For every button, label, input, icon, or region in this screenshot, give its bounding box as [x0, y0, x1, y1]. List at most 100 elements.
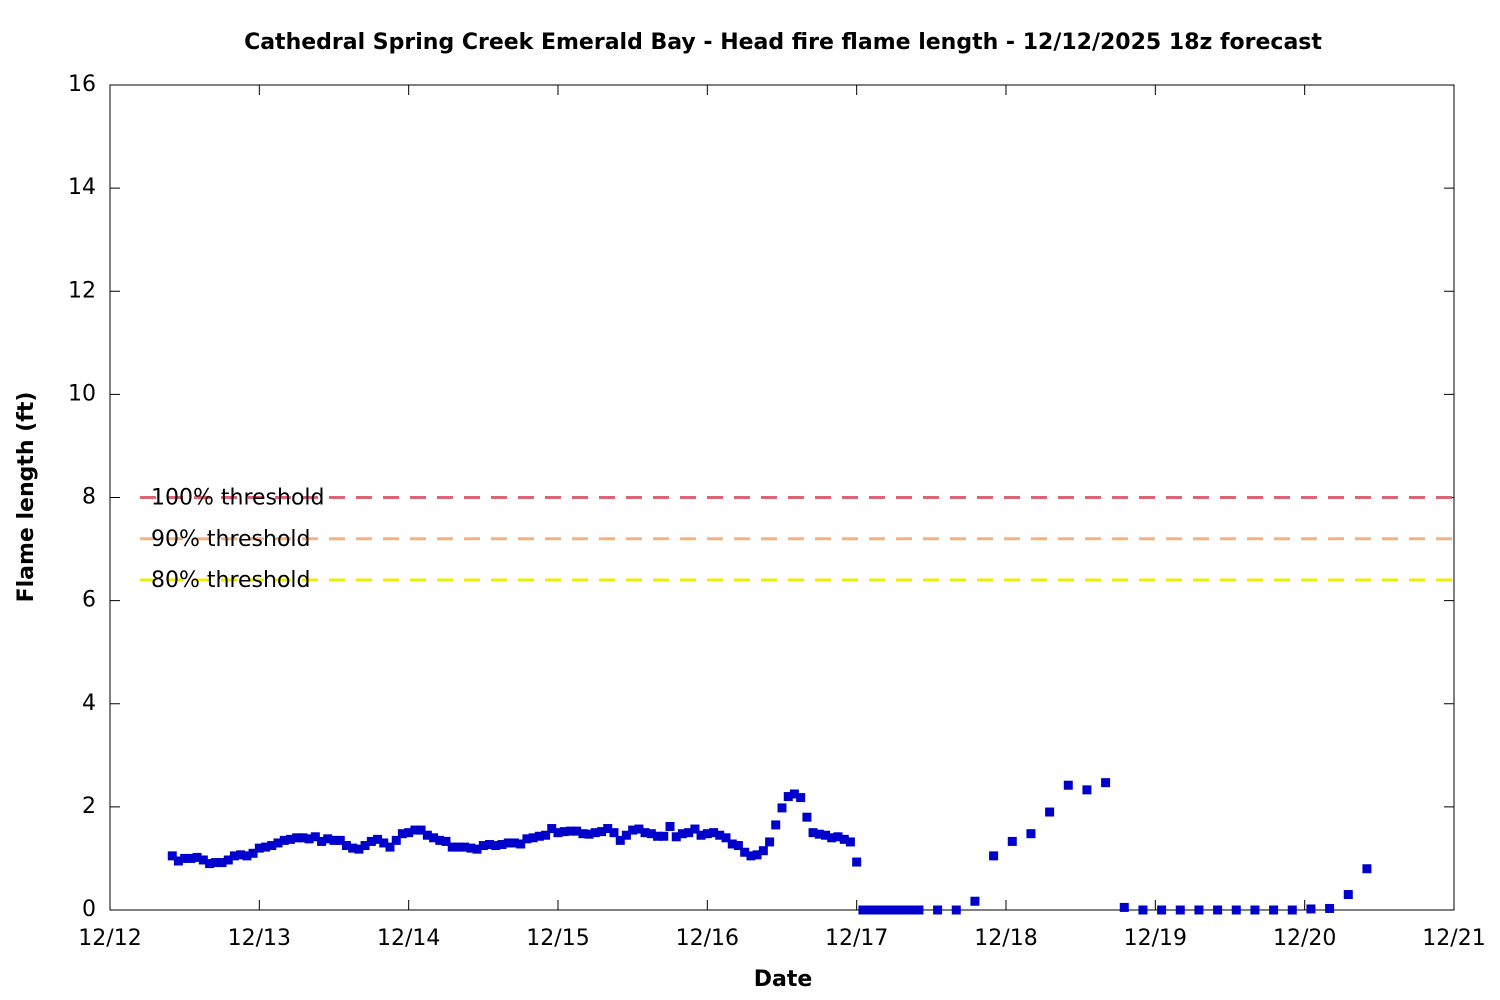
- data-point: [690, 824, 700, 834]
- data-point: [385, 842, 395, 852]
- data-point: [509, 838, 519, 848]
- data-point: [951, 905, 961, 915]
- data-point: [727, 839, 737, 849]
- chart-title: Cathedral Spring Creek Emerald Bay - Hea…: [244, 30, 1322, 55]
- data-point: [789, 789, 799, 799]
- data-point: [1138, 905, 1148, 915]
- data-point: [553, 828, 563, 838]
- y-tick-label: 2: [82, 794, 96, 819]
- data-point: [1343, 890, 1353, 900]
- threshold-label: 90% threshold: [151, 527, 311, 552]
- data-point: [989, 851, 999, 861]
- x-tick-label: 12/14: [377, 926, 440, 951]
- data-point: [883, 905, 893, 915]
- data-point: [908, 905, 918, 915]
- data-point: [1063, 780, 1073, 790]
- y-tick-label: 6: [82, 588, 96, 613]
- data-point: [248, 848, 258, 858]
- data-point: [198, 855, 208, 865]
- data-point: [590, 828, 600, 838]
- data-point: [565, 826, 575, 836]
- data-point: [528, 833, 538, 843]
- y-tick-label: 12: [68, 278, 96, 303]
- data-point: [522, 834, 532, 844]
- data-point: [491, 841, 501, 851]
- data-point: [578, 829, 588, 839]
- x-axis-label: Date: [754, 967, 813, 992]
- data-point: [360, 841, 370, 851]
- data-point: [621, 830, 631, 840]
- data-point: [435, 835, 445, 845]
- data-point: [366, 836, 376, 846]
- data-point: [497, 840, 507, 850]
- data-point: [796, 793, 806, 803]
- data-point: [167, 851, 177, 861]
- data-point: [223, 855, 233, 865]
- data-point: [173, 856, 183, 866]
- data-point: [310, 832, 320, 842]
- data-point: [267, 841, 277, 851]
- data-point: [877, 905, 887, 915]
- data-point: [845, 837, 855, 847]
- data-point: [205, 859, 215, 869]
- x-tick-label: 12/12: [78, 926, 141, 951]
- data-point: [298, 833, 308, 843]
- data-point: [341, 841, 351, 851]
- data-point: [186, 853, 196, 863]
- data-point: [721, 833, 731, 843]
- y-tick-label: 14: [68, 175, 96, 200]
- x-tick-label: 12/18: [974, 926, 1037, 951]
- data-point: [1287, 905, 1297, 915]
- data-point: [752, 850, 762, 860]
- data-point: [478, 841, 488, 851]
- data-point: [1231, 905, 1241, 915]
- y-tick-label: 8: [82, 485, 96, 510]
- data-point: [1306, 904, 1316, 914]
- data-point: [609, 828, 619, 838]
- data-point: [839, 834, 849, 844]
- data-point: [1269, 905, 1279, 915]
- data-point: [242, 851, 252, 861]
- y-tick-label: 16: [68, 72, 96, 97]
- data-point: [870, 905, 880, 915]
- y-axis-label: Flame length (ft): [14, 392, 39, 603]
- data-point: [285, 834, 295, 844]
- data-point: [933, 905, 943, 915]
- data-point: [447, 842, 457, 852]
- data-point: [634, 824, 644, 834]
- data-point: [833, 832, 843, 842]
- data-point: [379, 838, 389, 848]
- data-point: [628, 825, 638, 835]
- data-point: [410, 825, 420, 835]
- data-point: [1007, 836, 1017, 846]
- data-point: [335, 835, 345, 845]
- data-point: [677, 829, 687, 839]
- data-point: [603, 824, 613, 834]
- data-point: [472, 844, 482, 854]
- data-point: [808, 828, 818, 838]
- data-point: [615, 835, 625, 845]
- data-point: [236, 850, 246, 860]
- data-point: [640, 828, 650, 838]
- data-point: [503, 838, 513, 848]
- data-point: [715, 830, 725, 840]
- data-point: [758, 846, 768, 856]
- data-point: [733, 841, 743, 851]
- data-point: [441, 836, 451, 846]
- data-point: [671, 832, 681, 842]
- data-point: [702, 829, 712, 839]
- data-point: [460, 842, 470, 852]
- data-point: [373, 834, 383, 844]
- data-point: [802, 812, 812, 822]
- data-point: [821, 830, 831, 840]
- data-point: [584, 829, 594, 839]
- data-point: [746, 851, 756, 861]
- data-point: [534, 831, 544, 841]
- data-point: [217, 858, 227, 868]
- x-tick-label: 12/17: [825, 926, 888, 951]
- data-point: [895, 905, 905, 915]
- data-point: [771, 820, 781, 830]
- data-point: [547, 824, 557, 834]
- data-point: [323, 834, 333, 844]
